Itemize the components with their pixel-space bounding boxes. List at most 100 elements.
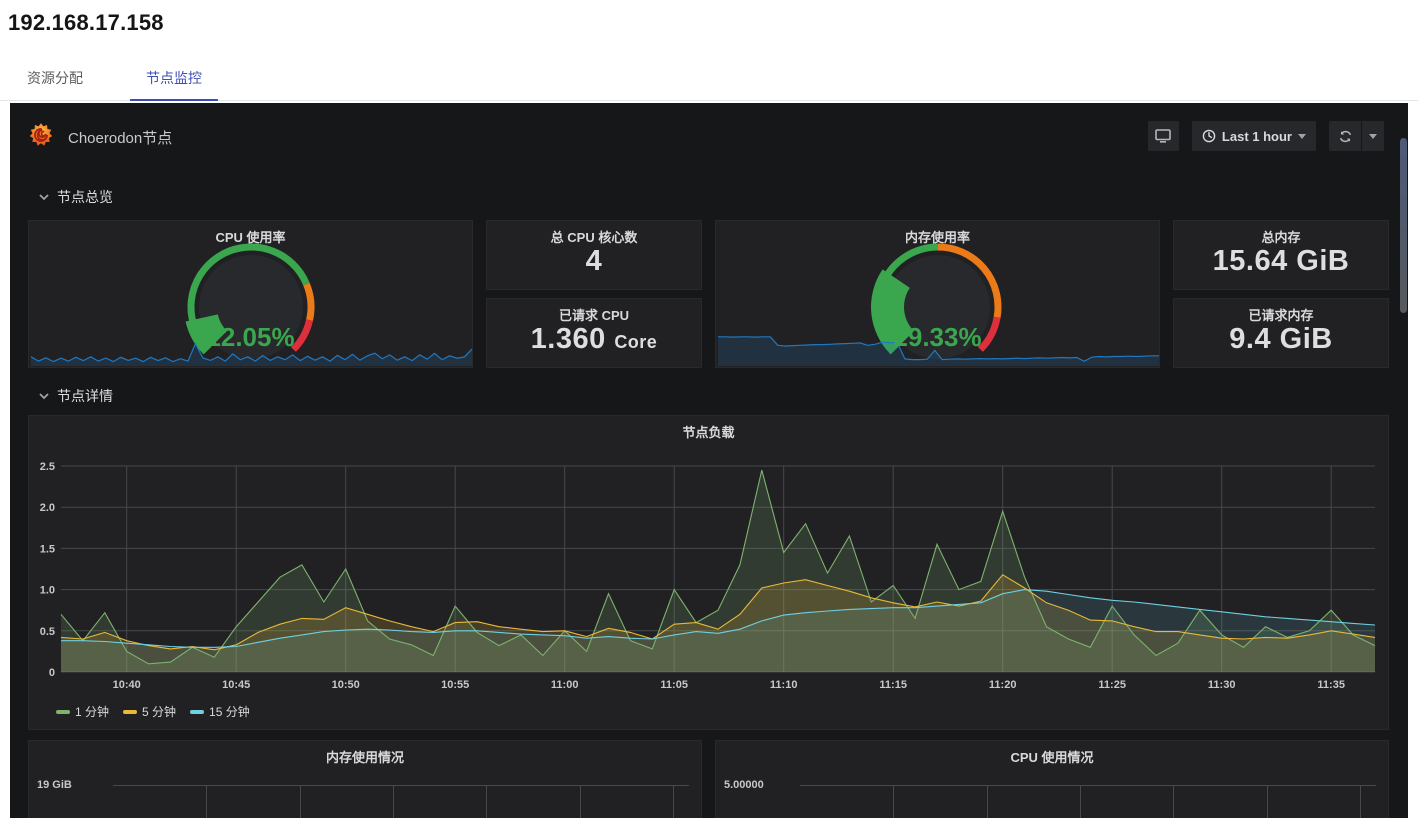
unit: Core (614, 332, 658, 352)
refresh-icon (1339, 130, 1351, 142)
requested-cpu-value: 1.360 Core (487, 323, 701, 356)
gauge-value-wedge (871, 269, 914, 355)
cpu-sparkline (31, 342, 472, 366)
x-tick-label: 11:05 (660, 679, 688, 691)
clock-icon (1202, 129, 1216, 143)
legend-swatch (190, 709, 205, 714)
legend-item-15min[interactable]: 15 分钟 (190, 703, 250, 720)
refresh-interval-dropdown[interactable] (1362, 121, 1384, 151)
page-title: 192.168.17.158 (8, 10, 164, 35)
section-node-detail[interactable]: 节点详情 (38, 386, 113, 406)
panel-memory-usage-chart: 内存使用情况 19 GiB (28, 740, 702, 818)
gridline-v (1359, 786, 1361, 818)
panel-cpu-usage-chart: CPU 使用情况 5.00000 (715, 740, 1389, 818)
gridline-v (299, 786, 301, 818)
gridline-v (392, 786, 394, 818)
gauge-threshold-arc (977, 316, 1001, 352)
tab-node-monitoring[interactable]: 节点监控 (130, 58, 218, 101)
x-tick-label: 11:35 (1317, 679, 1345, 691)
y-tick-label: 0.5 (40, 626, 55, 638)
panel-title[interactable]: 内存使用情况 (325, 750, 404, 765)
chevron-down-icon (1369, 133, 1377, 139)
x-tick-label: 10:45 (222, 679, 250, 691)
requested-memory-value: 9.4 GiB (1229, 323, 1333, 355)
panel-requested-memory: 已请求内存 9.4 GiB (1173, 298, 1389, 368)
gridlines-vertical (113, 786, 689, 818)
gridlines-vertical (800, 786, 1376, 818)
dashboard-scrollbar[interactable] (1400, 138, 1407, 313)
y-tick-label: 2.5 (40, 461, 55, 473)
dashboard-toolbar: Last 1 hour (1147, 121, 1384, 151)
sparkline-fill (31, 343, 472, 366)
legend-label: 5 分钟 (142, 705, 177, 719)
grafana-dashboard: Choerodon节点 Last 1 hour (10, 103, 1408, 818)
memory-sparkline (718, 336, 1159, 366)
series-line (60, 574, 1376, 651)
x-tick-label: 11:25 (1098, 679, 1126, 691)
dashboard-header: Choerodon节点 Last 1 hour (10, 103, 1408, 165)
series-fill (61, 470, 1375, 672)
tab-resource-allocation[interactable]: 资源分配 (27, 70, 83, 86)
gridline-v (893, 786, 895, 818)
cycle-view-button[interactable] (1147, 121, 1179, 151)
memory-usage-value: 29.33% (893, 322, 982, 352)
time-range-picker[interactable]: Last 1 hour (1191, 121, 1316, 151)
panel-title[interactable]: CPU 使用率 (215, 230, 286, 245)
gridline-v (579, 786, 581, 818)
grafana-logo-icon (29, 123, 53, 146)
gauge-threshold-arc (937, 243, 1002, 318)
section-node-overview[interactable]: 节点总览 (38, 187, 113, 207)
chevron-down-icon (38, 390, 50, 402)
refresh-button-group (1329, 121, 1384, 151)
panel-title[interactable]: 总 CPU 核心数 (550, 230, 638, 245)
legend-label: 15 分钟 (209, 705, 250, 719)
dashboard-title[interactable]: Choerodon节点 (68, 130, 173, 147)
y-tick-label: 1.5 (40, 543, 55, 555)
x-tick-label: 10:50 (332, 679, 360, 691)
refresh-button[interactable] (1329, 121, 1361, 151)
section-title: 节点详情 (57, 388, 113, 404)
cpu-usage-value: 12.05% (206, 322, 295, 352)
gridline-v (1079, 786, 1081, 818)
x-tick-label: 11:10 (770, 679, 798, 691)
panel-title[interactable]: CPU 使用情况 (1010, 750, 1094, 765)
sparkline-line (718, 336, 1159, 362)
panel-node-load: 0 0.5 1.0 1.5 2.0 2.5 10:40 10:45 10:50 10:55 11:0… (28, 415, 1389, 730)
gauge-threshold-arc (290, 319, 313, 352)
monitor-icon (1155, 129, 1172, 143)
panel-title[interactable]: 节点负载 (682, 425, 735, 440)
panel-total-memory: 总内存 15.64 GiB (1173, 220, 1389, 290)
legend-item-5min[interactable]: 5 分钟 (123, 703, 176, 720)
x-tick-label: 11:30 (1208, 679, 1236, 691)
series-fill (61, 574, 1375, 672)
panel-title[interactable]: 已请求 CPU (558, 308, 630, 323)
legend-swatch (56, 709, 70, 714)
panel-memory-usage-gauge: 内存使用率 29.33% (715, 220, 1160, 368)
panel-title[interactable]: 总内存 (1261, 230, 1301, 245)
gridline-v (672, 786, 674, 818)
total-cpu-cores-value: 4 (585, 245, 603, 277)
time-range-label: Last 1 hour (1221, 128, 1292, 144)
panel-cpu-usage-gauge: CPU 使用率 12.05% (28, 220, 473, 368)
total-memory-value: 15.64 GiB (1212, 245, 1350, 277)
panel-title[interactable]: 内存使用率 (904, 230, 970, 245)
legend-swatch (123, 709, 138, 714)
chart-legend: 1 分钟 5 分钟 15 分钟 (56, 703, 250, 720)
legend-label: 1 分钟 (75, 705, 110, 719)
panel-title[interactable]: 已请求内存 (1248, 308, 1314, 323)
x-tick-label: 11:20 (989, 679, 1017, 691)
chevron-down-icon (1298, 133, 1306, 139)
y-tick-label: 1.0 (40, 585, 55, 597)
y-tick-label: 2.0 (40, 502, 55, 514)
x-tick-label: 11:00 (551, 679, 579, 691)
legend-item-1min[interactable]: 1 分钟 (56, 703, 109, 720)
gridline-v (1266, 786, 1268, 818)
gridline-v (486, 786, 488, 818)
gauge-threshold-arc (303, 282, 315, 321)
memory-gauge-canvas (871, 243, 1002, 359)
gridline (800, 785, 1376, 786)
series-line (60, 469, 1376, 665)
x-tick-label: 10:40 (113, 679, 141, 691)
gridline-v (986, 786, 988, 818)
node-load-chart-canvas: 0 0.5 1.0 1.5 2.0 2.5 10:40 10:45 10:50 10:55 11:0… (40, 461, 1376, 691)
